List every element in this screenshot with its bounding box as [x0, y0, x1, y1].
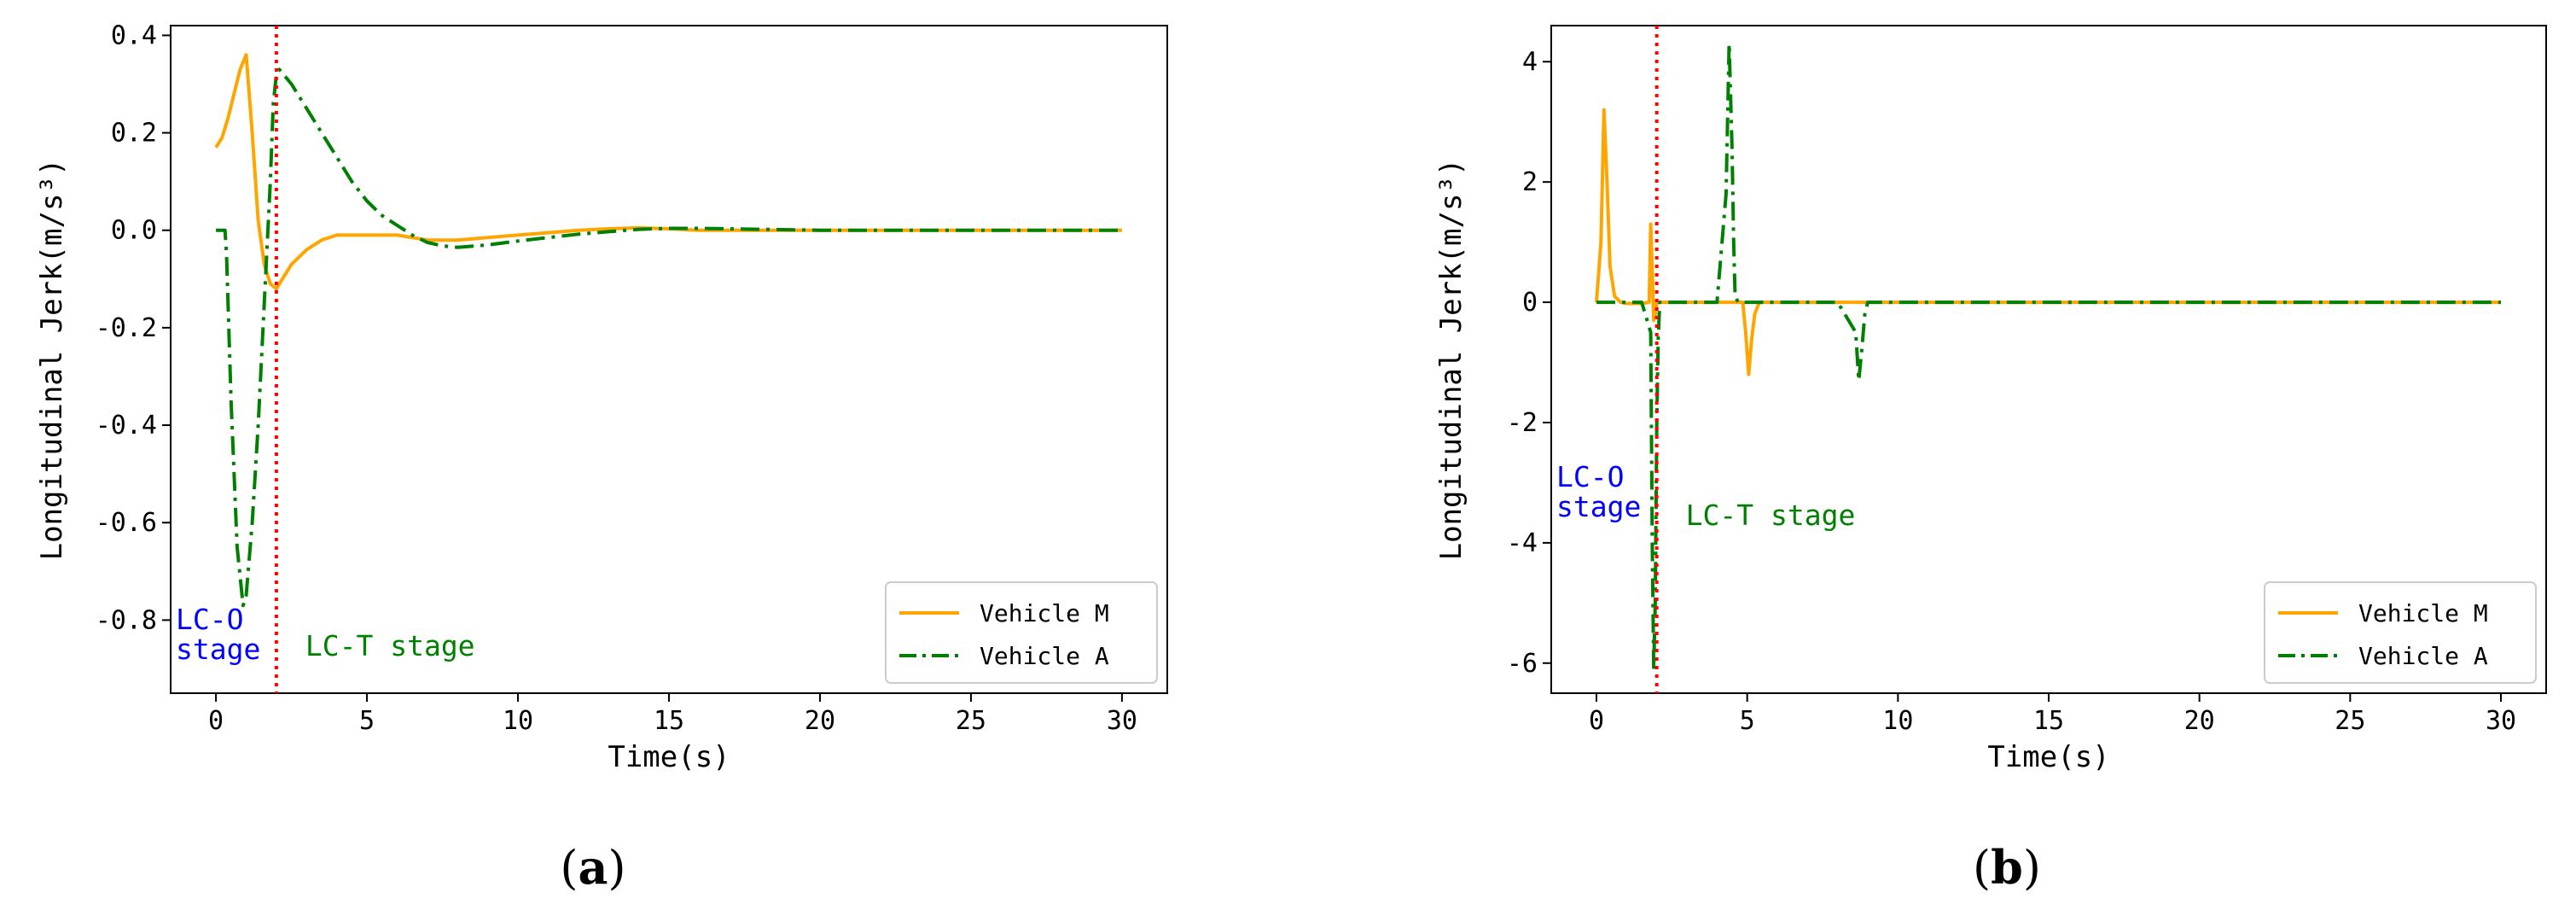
y-tick-label: -0.2	[96, 313, 157, 343]
x-tick-label: 5	[359, 706, 375, 736]
x-tick-label: 30	[2486, 706, 2516, 736]
legend: Vehicle M Vehicle A	[885, 581, 1158, 684]
x-tick-label: 5	[1740, 706, 1755, 736]
x-tick-label: 25	[2335, 706, 2365, 736]
y-tick-label: -0.6	[96, 508, 157, 538]
y-tick-label: 0.0	[111, 216, 157, 246]
legend-label-vehicle-a: Vehicle A	[2358, 642, 2488, 670]
y-tick-label: 4	[1522, 47, 1538, 77]
x-tick-label: 10	[503, 706, 533, 736]
y-tick-label: -4	[1507, 528, 1538, 558]
x-tick-label: 0	[1589, 706, 1604, 736]
x-axis-label: Time(s)	[608, 740, 730, 774]
y-tick-label: -2	[1507, 408, 1538, 438]
lc-o-label: LC-O	[1556, 460, 1624, 493]
x-tick-label: 10	[1882, 706, 1913, 736]
x-tick-label: 15	[2033, 706, 2064, 736]
legend-label-vehicle-a: Vehicle A	[980, 642, 1109, 670]
chart-panel-a: 0 5 10 15 20 25 30 -0.8 -0.6 -0.4 -0.2 0.0 0.2 0.4 Tim…	[35, 20, 1168, 774]
x-tick-label: 20	[805, 706, 835, 736]
x-tick-label: 30	[1107, 706, 1137, 736]
lc-t-label: LC-T stage	[305, 629, 475, 662]
lc-t-label: LC-T stage	[1686, 499, 1856, 532]
lc-o-label: LC-O	[176, 603, 243, 636]
y-tick-label: -6	[1507, 649, 1538, 679]
legend-box	[885, 581, 1158, 684]
legend-label-vehicle-m: Vehicle M	[2358, 599, 2488, 627]
legend-label-vehicle-m: Vehicle M	[980, 599, 1109, 627]
y-tick-label: -0.4	[96, 411, 157, 440]
legend-box	[2264, 581, 2537, 684]
panel-a-caption: (a)	[560, 840, 625, 895]
lc-o-label-line2: stage	[176, 633, 260, 666]
y-tick-label: -0.8	[96, 605, 157, 635]
y-axis-label: Longitudinal Jerk(m/s³)	[1434, 159, 1468, 561]
x-axis-label: Time(s)	[1987, 740, 2109, 774]
y-tick-label: 0	[1522, 288, 1538, 318]
x-tick-label: 15	[654, 706, 684, 736]
series-line-vehicle-m	[214, 53, 1122, 291]
x-tick-label: 0	[208, 706, 224, 736]
series-line-vehicle-a	[1596, 42, 2501, 671]
y-tick-label: 2	[1522, 167, 1538, 197]
legend: Vehicle M Vehicle A	[2264, 581, 2537, 684]
panel-b-caption: (b)	[1973, 840, 2041, 895]
y-tick-label: 0.2	[111, 119, 157, 149]
x-tick-label: 20	[2184, 706, 2215, 736]
y-axis-label: Longitudinal Jerk(m/s³)	[35, 159, 69, 561]
y-tick-label: 0.4	[111, 20, 157, 50]
chart-panel-b: 0 5 10 15 20 25 30 -6 -4 -2 0 2 4 Time(s) Longitudinal…	[1434, 25, 2547, 774]
x-tick-label: 25	[956, 706, 986, 736]
lc-o-label-line2: stage	[1556, 490, 1641, 523]
series-line-vehicle-a	[216, 67, 1122, 608]
